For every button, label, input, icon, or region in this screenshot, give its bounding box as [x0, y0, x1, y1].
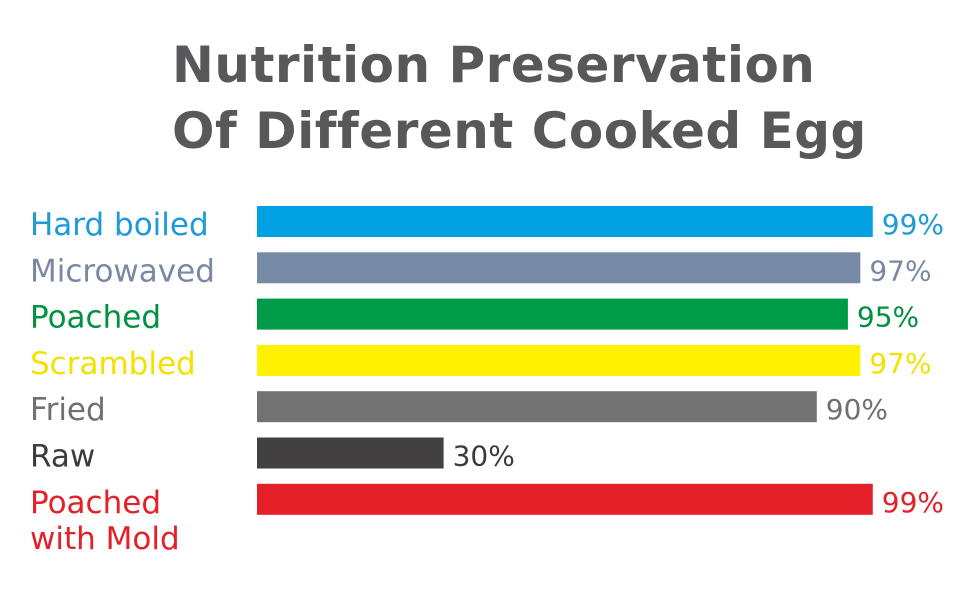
bar-4: [257, 391, 817, 423]
category-label-line: with Mold: [30, 521, 180, 557]
category-label-line: Poached: [30, 485, 161, 521]
category-label-1: Microwaved: [30, 253, 215, 289]
value-label-4: 90%: [826, 393, 888, 426]
value-label-2: 95%: [857, 301, 919, 334]
title-line-2: Of Different Cooked Egg: [172, 102, 867, 160]
chart-title: Nutrition Preservation Of Different Cook…: [172, 32, 952, 164]
category-label-2: Poached: [30, 300, 161, 336]
bar-6: [257, 483, 873, 515]
category-label-0: Hard boiled: [30, 207, 209, 243]
bar-0: [257, 206, 873, 237]
category-label-line: Poached: [30, 300, 161, 336]
category-label-6: Poached with Mold: [30, 485, 180, 557]
category-label-5: Raw: [30, 439, 95, 475]
bar-2: [257, 298, 848, 330]
value-label-3: 97%: [869, 347, 931, 380]
category-label-4: Fried: [30, 392, 106, 428]
bar-5: [257, 437, 444, 469]
value-label-6: 99%: [882, 486, 944, 519]
title-line-1: Nutrition Preservation: [172, 36, 816, 94]
value-label-5: 30%: [453, 440, 515, 473]
bar-3: [257, 344, 861, 376]
bar-1: [257, 252, 861, 284]
category-label-line: Microwaved: [30, 253, 215, 289]
category-label-line: Fried: [30, 392, 106, 428]
value-label-0: 99%: [882, 208, 944, 241]
category-label-line: Scrambled: [30, 346, 196, 382]
value-label-1: 97%: [869, 254, 931, 287]
category-label-line: Hard boiled: [30, 207, 209, 243]
category-label-line: Raw: [30, 439, 95, 475]
category-label-3: Scrambled: [30, 346, 196, 382]
